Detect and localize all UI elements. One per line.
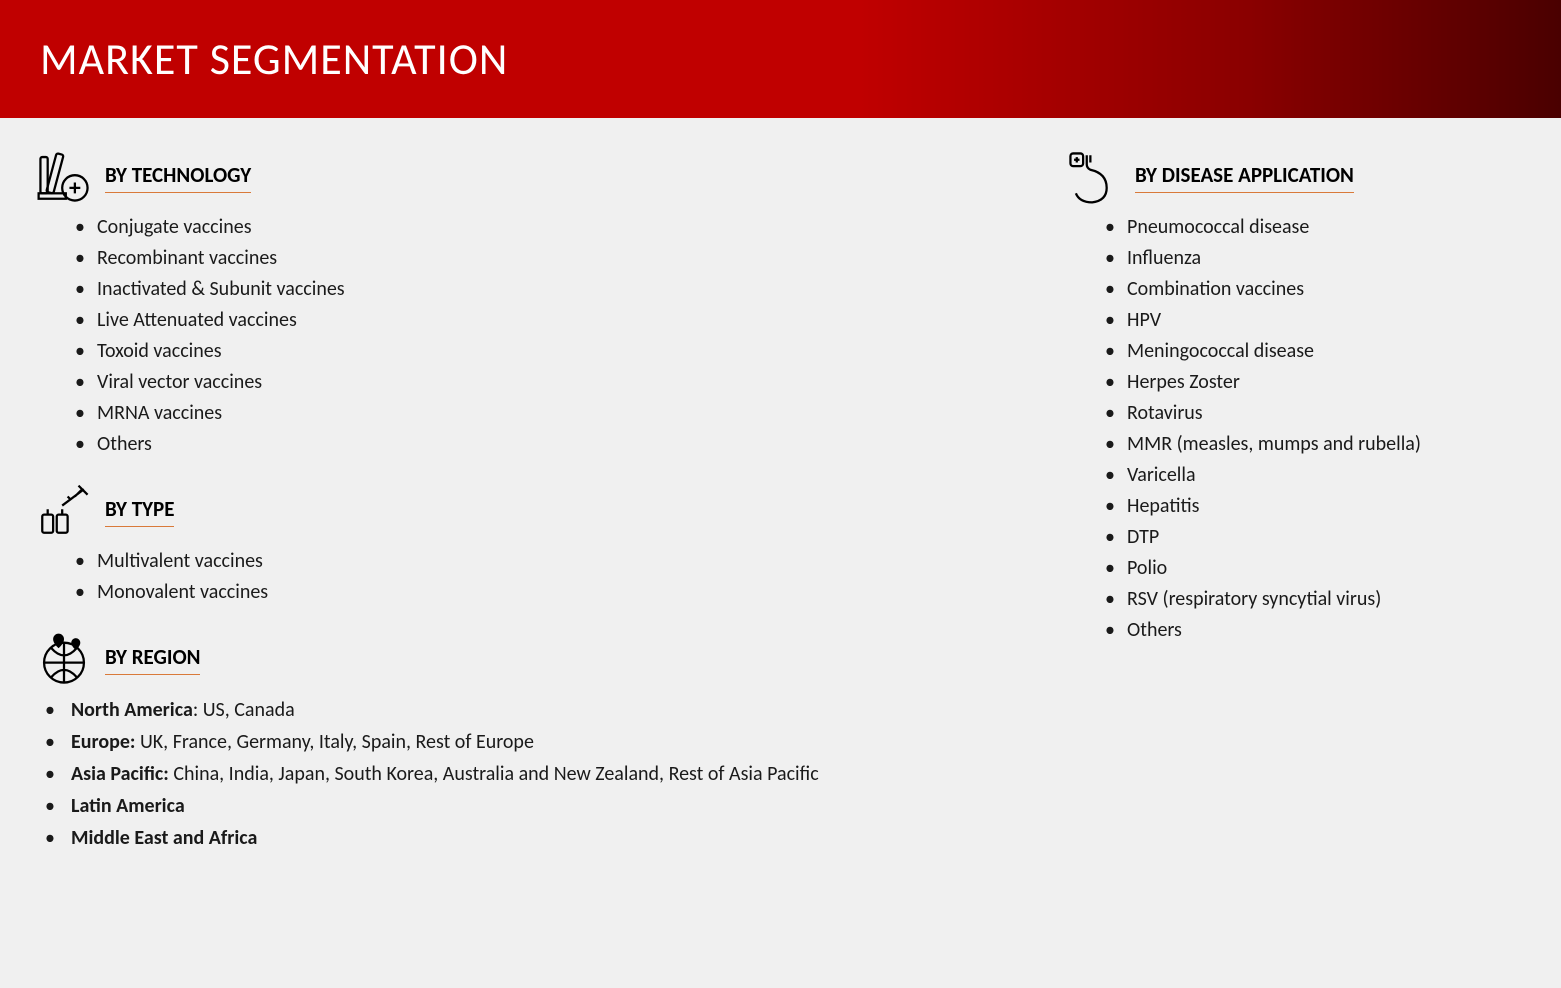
list-item: HPV [1105,305,1561,336]
list-item: MMR (measles, mumps and rubella) [1105,429,1561,460]
list-item: Multivalent vaccines [75,546,1035,577]
vials-syringe-icon [35,482,93,540]
page-title: MARKET SEGMENTATION [40,32,508,86]
section-title: BY TYPE [105,496,174,527]
col-left: BY TECHNOLOGY Conjugate vaccines Recombi… [35,148,1035,876]
region-bold: Asia Pacific: [71,762,169,786]
list-item: Conjugate vaccines [75,212,1035,243]
section-title: BY DISEASE APPLICATION [1135,162,1354,193]
list-item: Toxoid vaccines [75,336,1035,367]
list-item: Polio [1105,553,1561,584]
list-item: Recombinant vaccines [75,243,1035,274]
stomach-medical-icon [1065,148,1123,206]
region-rest: China, India, Japan, South Korea, Austra… [169,762,819,786]
globe-pin-icon [35,630,93,688]
region-bold: North America [71,698,193,722]
list-item: DTP [1105,522,1561,553]
region-bold: Europe: [71,730,135,754]
list-item: Viral vector vaccines [75,367,1035,398]
region-bold: Latin America [71,794,185,818]
list-item: Europe: UK, France, Germany, Italy, Spai… [43,726,1035,758]
list-item: Combination vaccines [1105,274,1561,305]
list-item: Varicella [1105,460,1561,491]
list-item: North America: US, Canada [43,694,1035,726]
list-item: Others [75,429,1035,460]
list-item: Latin America [43,790,1035,822]
section-type: BY TYPE Multivalent vaccines Monovalent … [35,482,1035,608]
list-item: RSV (respiratory syncytial virus) [1105,584,1561,615]
list-item: Meningococcal disease [1105,336,1561,367]
section-technology: BY TECHNOLOGY Conjugate vaccines Recombi… [35,148,1035,460]
section-head: BY TYPE [35,482,1035,540]
list-disease: Pneumococcal disease Influenza Combinati… [1065,212,1561,646]
list-item: MRNA vaccines [75,398,1035,429]
list-item: Pneumococcal disease [1105,212,1561,243]
content: BY TECHNOLOGY Conjugate vaccines Recombi… [0,118,1561,886]
section-title: BY TECHNOLOGY [105,162,251,193]
section-title: BY REGION [105,644,200,675]
section-head: BY DISEASE APPLICATION [1065,148,1561,206]
list-item: Inactivated & Subunit vaccines [75,274,1035,305]
section-head: BY REGION [35,630,1035,688]
list-item: Others [1105,615,1561,646]
region-bold: Middle East and Africa [71,826,257,850]
list-item: Asia Pacific: China, India, Japan, South… [43,758,1035,790]
col-mid: BY DISEASE APPLICATION Pneumococcal dise… [1065,148,1561,876]
list-item: Rotavirus [1105,398,1561,429]
list-type: Multivalent vaccines Monovalent vaccines [35,546,1035,608]
list-item: Live Attenuated vaccines [75,305,1035,336]
section-disease: BY DISEASE APPLICATION Pneumococcal dise… [1065,148,1561,646]
list-item: Influenza [1105,243,1561,274]
region-rest: : US, Canada [193,698,295,722]
list-item: Middle East and Africa [43,822,1035,854]
list-technology: Conjugate vaccines Recombinant vaccines … [35,212,1035,460]
list-region: North America: US, Canada Europe: UK, Fr… [35,694,1035,854]
header: MARKET SEGMENTATION [0,0,1561,118]
list-item: Herpes Zoster [1105,367,1561,398]
list-item: Hepatitis [1105,491,1561,522]
list-item: Monovalent vaccines [75,577,1035,608]
section-head: BY TECHNOLOGY [35,148,1035,206]
region-rest: UK, France, Germany, Italy, Spain, Rest … [135,730,533,754]
lab-tubes-icon [35,148,93,206]
section-region: BY REGION North America: US, Canada Euro… [35,630,1035,854]
